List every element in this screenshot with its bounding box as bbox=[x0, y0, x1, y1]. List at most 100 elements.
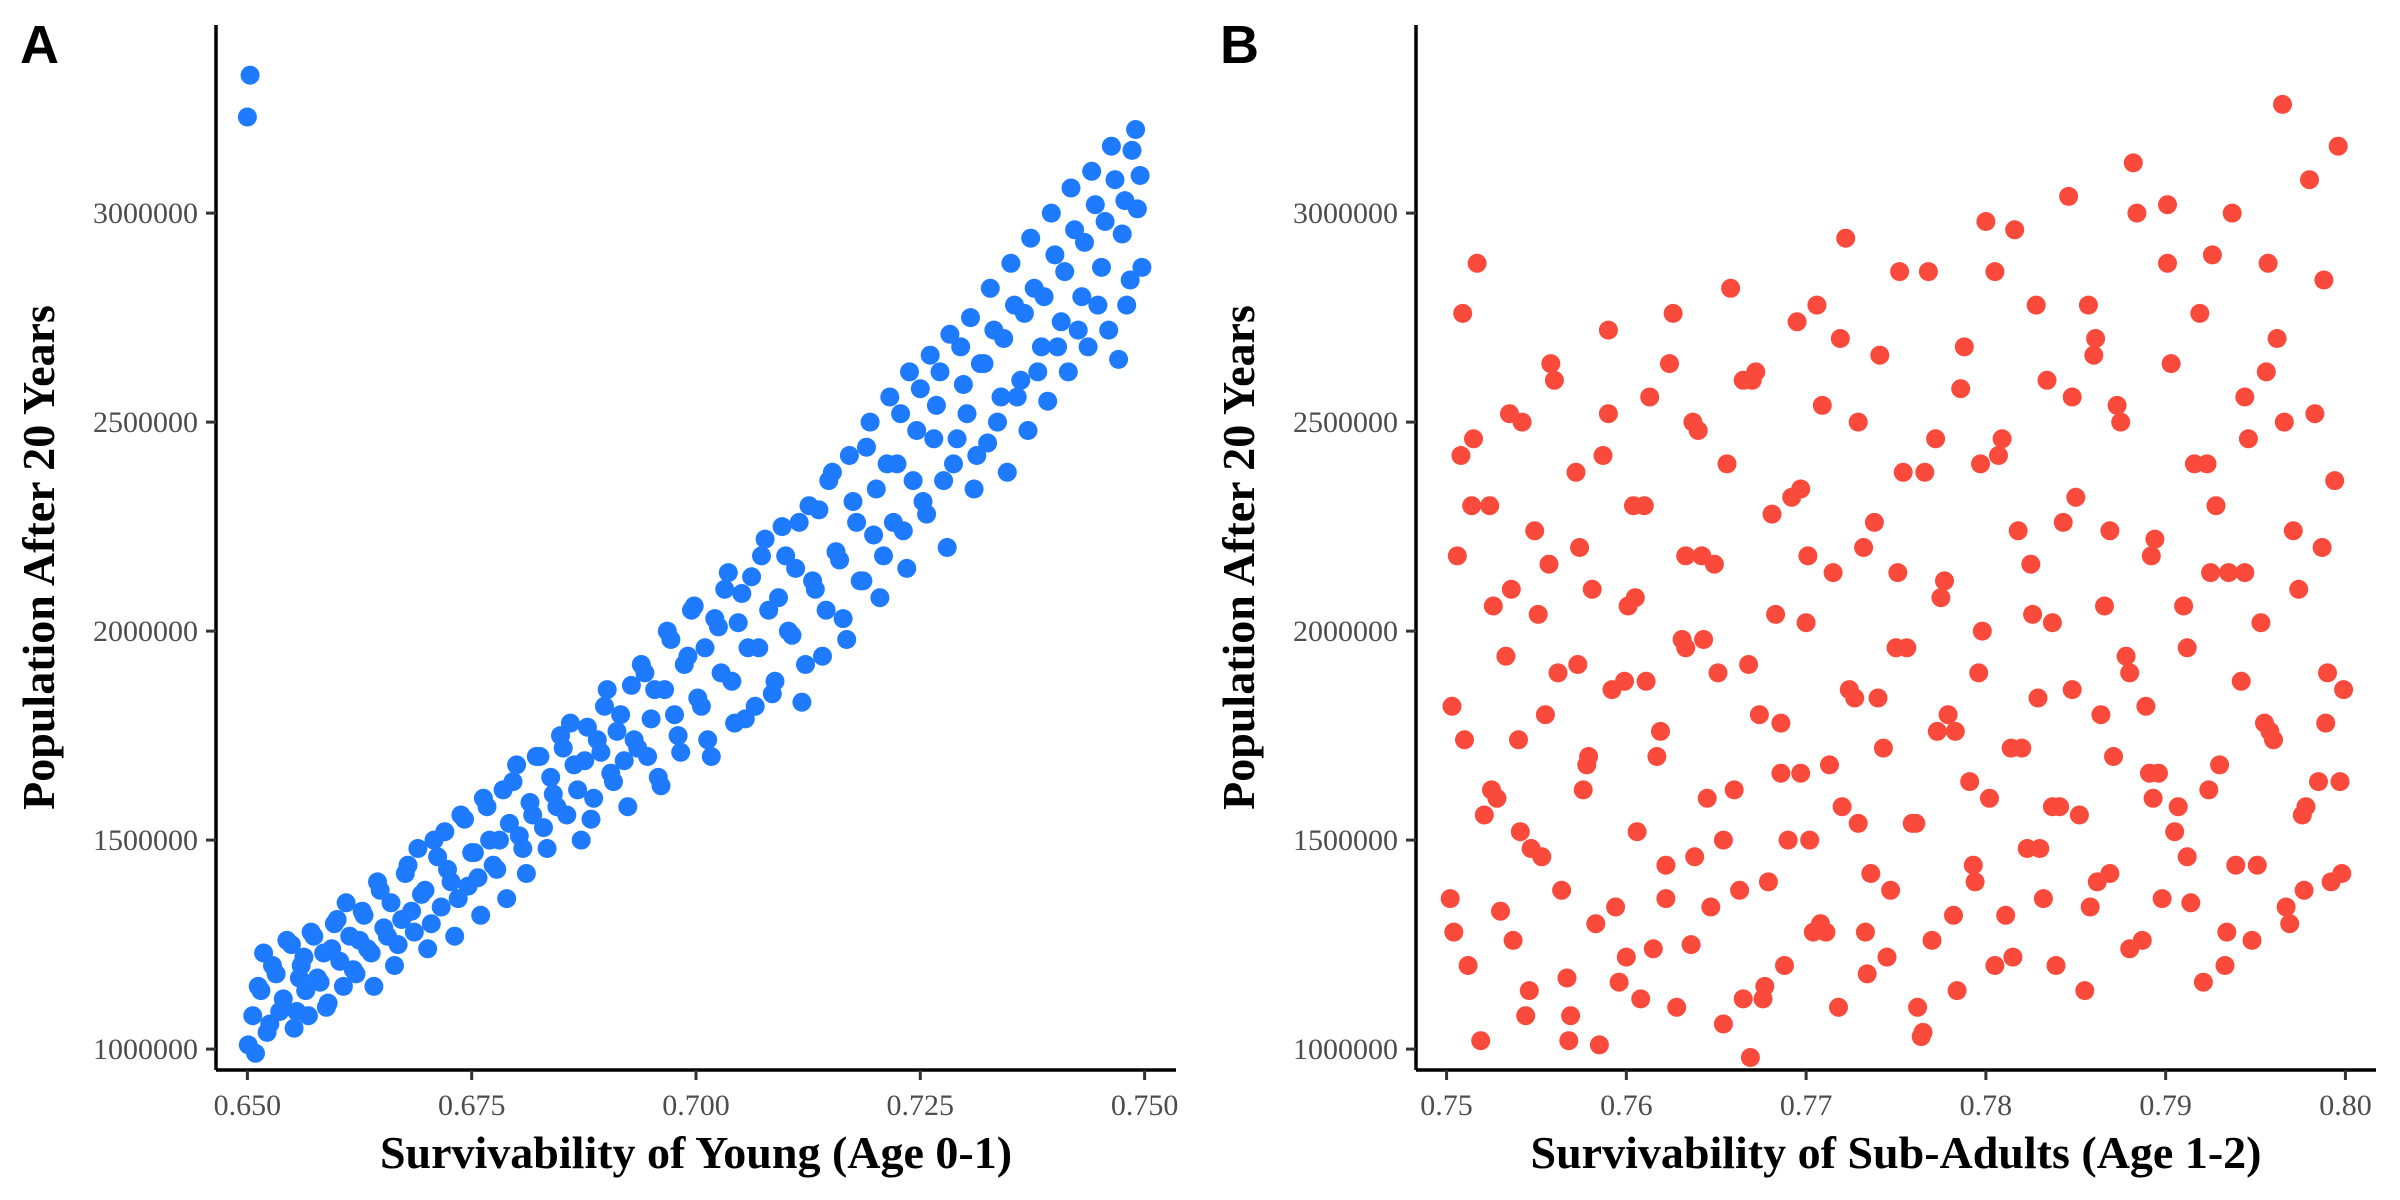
x-tick-label: 0.750 bbox=[1111, 1089, 1179, 1122]
data-point bbox=[738, 638, 758, 658]
data-point bbox=[458, 876, 478, 896]
data-point bbox=[1464, 429, 1483, 449]
data-point bbox=[477, 797, 497, 817]
data-point bbox=[597, 680, 617, 700]
data-point bbox=[591, 742, 611, 762]
data-point bbox=[1951, 379, 1971, 399]
data-point bbox=[880, 387, 900, 407]
data-point bbox=[1640, 387, 1660, 407]
data-point bbox=[1068, 320, 1088, 340]
data-point bbox=[2199, 780, 2219, 800]
data-point bbox=[1455, 730, 1474, 750]
data-point bbox=[1058, 362, 1078, 382]
data-point bbox=[1078, 337, 1098, 357]
y-tick-label: 3000000 bbox=[93, 197, 198, 230]
data-point bbox=[1474, 805, 1494, 825]
data-point bbox=[1115, 191, 1135, 211]
data-point bbox=[1535, 705, 1555, 725]
data-point bbox=[270, 1002, 290, 1021]
data-point bbox=[1483, 596, 1503, 616]
data-point bbox=[1061, 178, 1081, 198]
data-point bbox=[1771, 763, 1791, 783]
data-point bbox=[385, 956, 404, 975]
data-point bbox=[1697, 788, 1717, 808]
data-point bbox=[412, 884, 431, 904]
data-point bbox=[404, 922, 424, 942]
data-point bbox=[2127, 203, 2147, 223]
data-point bbox=[509, 826, 529, 846]
data-point bbox=[1839, 680, 1859, 700]
data-point bbox=[2328, 136, 2348, 156]
y-tick-label: 2000000 bbox=[1293, 615, 1398, 648]
data-point bbox=[621, 675, 641, 695]
data-point bbox=[732, 584, 752, 603]
data-point bbox=[897, 558, 917, 578]
data-point bbox=[1766, 604, 1786, 624]
data-point bbox=[263, 956, 282, 975]
data-point bbox=[1749, 705, 1769, 725]
x-tick-label: 0.75 bbox=[1420, 1089, 1473, 1122]
data-point bbox=[951, 337, 971, 357]
data-point bbox=[934, 471, 954, 491]
data-point bbox=[2123, 153, 2143, 173]
data-point bbox=[1877, 947, 1897, 967]
data-point bbox=[1771, 713, 1791, 733]
data-point bbox=[1931, 588, 1951, 608]
data-point bbox=[1602, 680, 1622, 700]
data-point bbox=[1796, 613, 1816, 633]
data-point bbox=[1598, 404, 1618, 424]
data-point bbox=[799, 496, 819, 516]
data-point bbox=[464, 843, 484, 863]
data-point bbox=[237, 107, 257, 127]
data-point bbox=[581, 809, 601, 829]
data-point bbox=[957, 404, 977, 424]
data-point bbox=[1787, 312, 1807, 332]
data-point bbox=[1092, 257, 1111, 277]
data-point bbox=[1072, 287, 1092, 307]
data-point bbox=[316, 997, 336, 1017]
data-point bbox=[1034, 287, 1054, 307]
data-point bbox=[755, 529, 775, 549]
data-point bbox=[516, 864, 536, 883]
data-point bbox=[298, 1006, 318, 1026]
data-point bbox=[340, 926, 360, 946]
data-point bbox=[1724, 780, 1744, 800]
data-point bbox=[618, 797, 638, 817]
data-point bbox=[1938, 705, 1958, 725]
panel-a: A 1000000 1500000 2000000 2500000 3000000 0.6… bbox=[13, 15, 1179, 1178]
data-point bbox=[1496, 646, 1516, 666]
data-point bbox=[728, 613, 748, 633]
data-point bbox=[1112, 224, 1132, 244]
data-point bbox=[978, 433, 998, 453]
data-point bbox=[483, 855, 503, 875]
data-point bbox=[1566, 462, 1586, 482]
data-point bbox=[2069, 805, 2089, 825]
data-point bbox=[381, 893, 401, 913]
data-point bbox=[1055, 262, 1075, 282]
data-point bbox=[2145, 529, 2165, 549]
data-point bbox=[1873, 738, 1893, 758]
data-point bbox=[1525, 521, 1545, 541]
data-point bbox=[671, 742, 691, 762]
data-point bbox=[980, 278, 1000, 298]
data-point bbox=[1812, 395, 1832, 415]
data-point bbox=[1458, 956, 1478, 975]
data-point bbox=[2177, 638, 2197, 658]
data-point bbox=[1011, 370, 1031, 390]
data-point bbox=[240, 65, 260, 85]
data-point bbox=[1593, 446, 1613, 465]
data-point bbox=[1733, 989, 1753, 1009]
data-point bbox=[1888, 563, 1908, 583]
data-point bbox=[1462, 496, 1482, 516]
data-point bbox=[2235, 387, 2255, 407]
data-point bbox=[1996, 905, 2016, 925]
data-point bbox=[1870, 345, 1890, 365]
data-point bbox=[490, 830, 509, 850]
y-tick-label: 1500000 bbox=[93, 824, 198, 857]
data-point bbox=[1758, 872, 1778, 892]
data-point bbox=[701, 747, 721, 766]
data-point bbox=[1915, 462, 1935, 482]
data-point bbox=[1105, 170, 1125, 190]
data-point bbox=[705, 609, 725, 629]
data-point bbox=[2152, 889, 2172, 909]
